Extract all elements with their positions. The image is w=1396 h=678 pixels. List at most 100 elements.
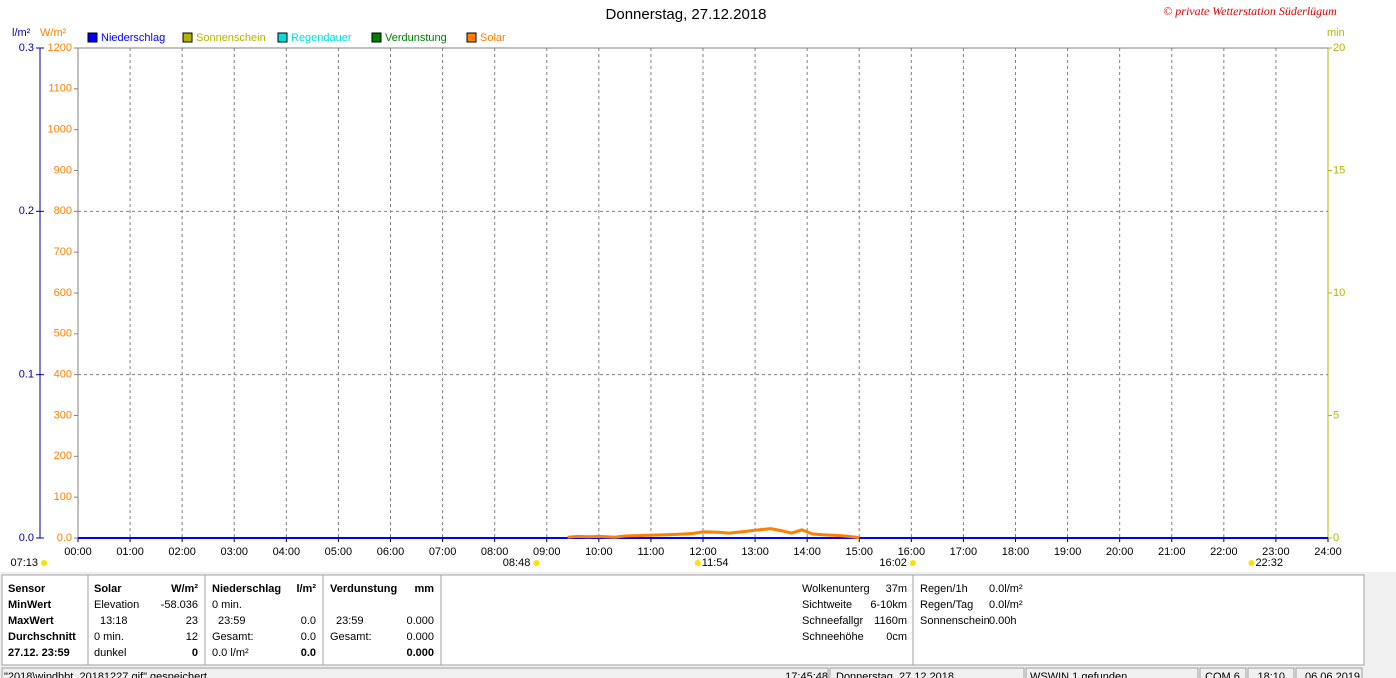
stat-value: 0.000 [406,647,434,659]
status-panel [1247,667,1295,678]
stat-value: 0.000 [406,631,434,643]
x-tick-label: 07:00 [429,546,457,558]
rain-label: Regen/Tag [920,599,973,611]
legend-swatch [182,32,193,43]
x-tick-label: 16:00 [898,546,926,558]
legend-swatch [466,32,477,43]
x-tick-label: 03:00 [220,546,248,558]
sun-marker [694,560,701,566]
y-tick-label: 800 [54,205,72,217]
y-tick-label: 900 [54,164,72,176]
condition-label: Wolkenunterg [802,583,870,595]
x-tick-label: 20:00 [1106,546,1134,558]
y-tick-label: 500 [54,328,72,340]
legend-label: Solar [480,32,506,44]
x-tick-label: 19:00 [1054,546,1082,558]
annotation: 08:48 [503,557,531,569]
legend-label: Regendauer [291,32,352,44]
rain-label: Regen/1h [920,583,968,595]
stat-label: 13:18 [100,615,128,627]
rain-value: 0.00h [989,615,1017,627]
stat-value: 12 [186,631,198,643]
group-unit: W/m² [171,583,198,595]
legend-swatch [277,32,288,43]
status-panel [829,667,1025,678]
x-tick-label: 13:00 [741,546,769,558]
stat-value: -58.036 [161,599,198,611]
condition-value: 0cm [886,631,907,643]
y3-tick-label: 15 [1333,164,1345,176]
x-tick-label: 01:00 [116,546,144,558]
stat-value: 0.000 [406,615,434,627]
status-text: COM 6 [1205,671,1240,678]
chart-background [0,0,1396,572]
y2-tick-label: 0.1 [19,369,34,381]
legend-swatch [87,32,98,43]
rain-label: Sonnenschein [920,615,990,627]
y-unit: W/m² [40,27,67,39]
stat-label: Gesamt: [212,631,254,643]
row-label: Durchschnitt [8,631,76,643]
status-panel [1199,667,1247,678]
stat-label: 0 min. [94,631,124,643]
x-tick-label: 08:00 [481,546,509,558]
x-tick-label: 00:00 [64,546,92,558]
annotation: 07:13 [10,557,38,569]
status-panel [1025,667,1199,678]
annotation: 11:54 [702,557,729,569]
row-label: MaxWert [8,615,54,627]
stat-label: Elevation [94,599,139,611]
group-unit: l/m² [296,583,316,595]
x-tick-label: 05:00 [325,546,353,558]
status-text: "2018\windhbt_20181227.gif" gespeichert [4,671,207,678]
x-tick-label: 06:00 [377,546,405,558]
rain-value: 0.0l/m² [989,599,1023,611]
y-tick-label: 700 [54,246,72,258]
condition-value: 1160m [874,615,907,627]
y2-tick-label: 0.0 [19,532,34,544]
status-text: 18:10 [1257,671,1285,678]
condition-value: 37m [886,583,907,595]
y-tick-label: 600 [54,287,72,299]
y2-tick-label: 0.2 [19,205,34,217]
stat-label: Gesamt: [330,631,372,643]
stat-label: 23:59 [336,615,364,627]
x-tick-label: 24:00 [1314,546,1342,558]
stat-label: 0.0 l/m² [212,647,249,659]
x-tick-label: 04:00 [273,546,301,558]
group-name: Solar [94,583,122,595]
x-tick-label: 22:00 [1210,546,1238,558]
y3-tick-label: 5 [1333,409,1339,421]
x-tick-label: 09:00 [533,546,561,558]
group-unit: mm [414,583,434,595]
y2-unit: l/m² [12,27,31,39]
y-tick-label: 0.0 [57,532,72,544]
x-tick-label: 17:00 [950,546,978,558]
y-tick-label: 200 [54,450,72,462]
stat-value: 0.0 [301,631,316,643]
stat-label: 0 min. [212,599,242,611]
legend-swatch [371,32,382,43]
row-label: MinWert [8,599,52,611]
status-text: 06.06.2019 [1305,671,1360,678]
y3-tick-label: 20 [1333,42,1345,54]
stat-label: 23:59 [218,615,246,627]
stat-value: 0 [192,647,198,659]
x-tick-label: 18:00 [1002,546,1030,558]
status-text: WSWIN 1 gefunden [1030,671,1127,678]
legend-label: Niederschlag [101,32,165,44]
legend-label: Verdunstung [385,32,447,44]
chart-title: Donnerstag, 27.12.2018 [606,6,767,23]
stat-value: 0.0 [301,615,316,627]
sun-marker [533,560,540,566]
legend-label: Sonnenschein [196,32,266,44]
annotation: 16:02 [879,557,907,569]
y-tick-label: 1200 [48,42,72,54]
x-tick-label: 12:00 [689,546,717,558]
y-tick-label: 1000 [48,124,72,136]
status-text: 17:45:48 [785,671,828,678]
status-panel [1,667,829,678]
series-line [567,527,860,540]
y-tick-label: 300 [54,409,72,421]
y2-tick-label: 0.3 [19,42,34,54]
